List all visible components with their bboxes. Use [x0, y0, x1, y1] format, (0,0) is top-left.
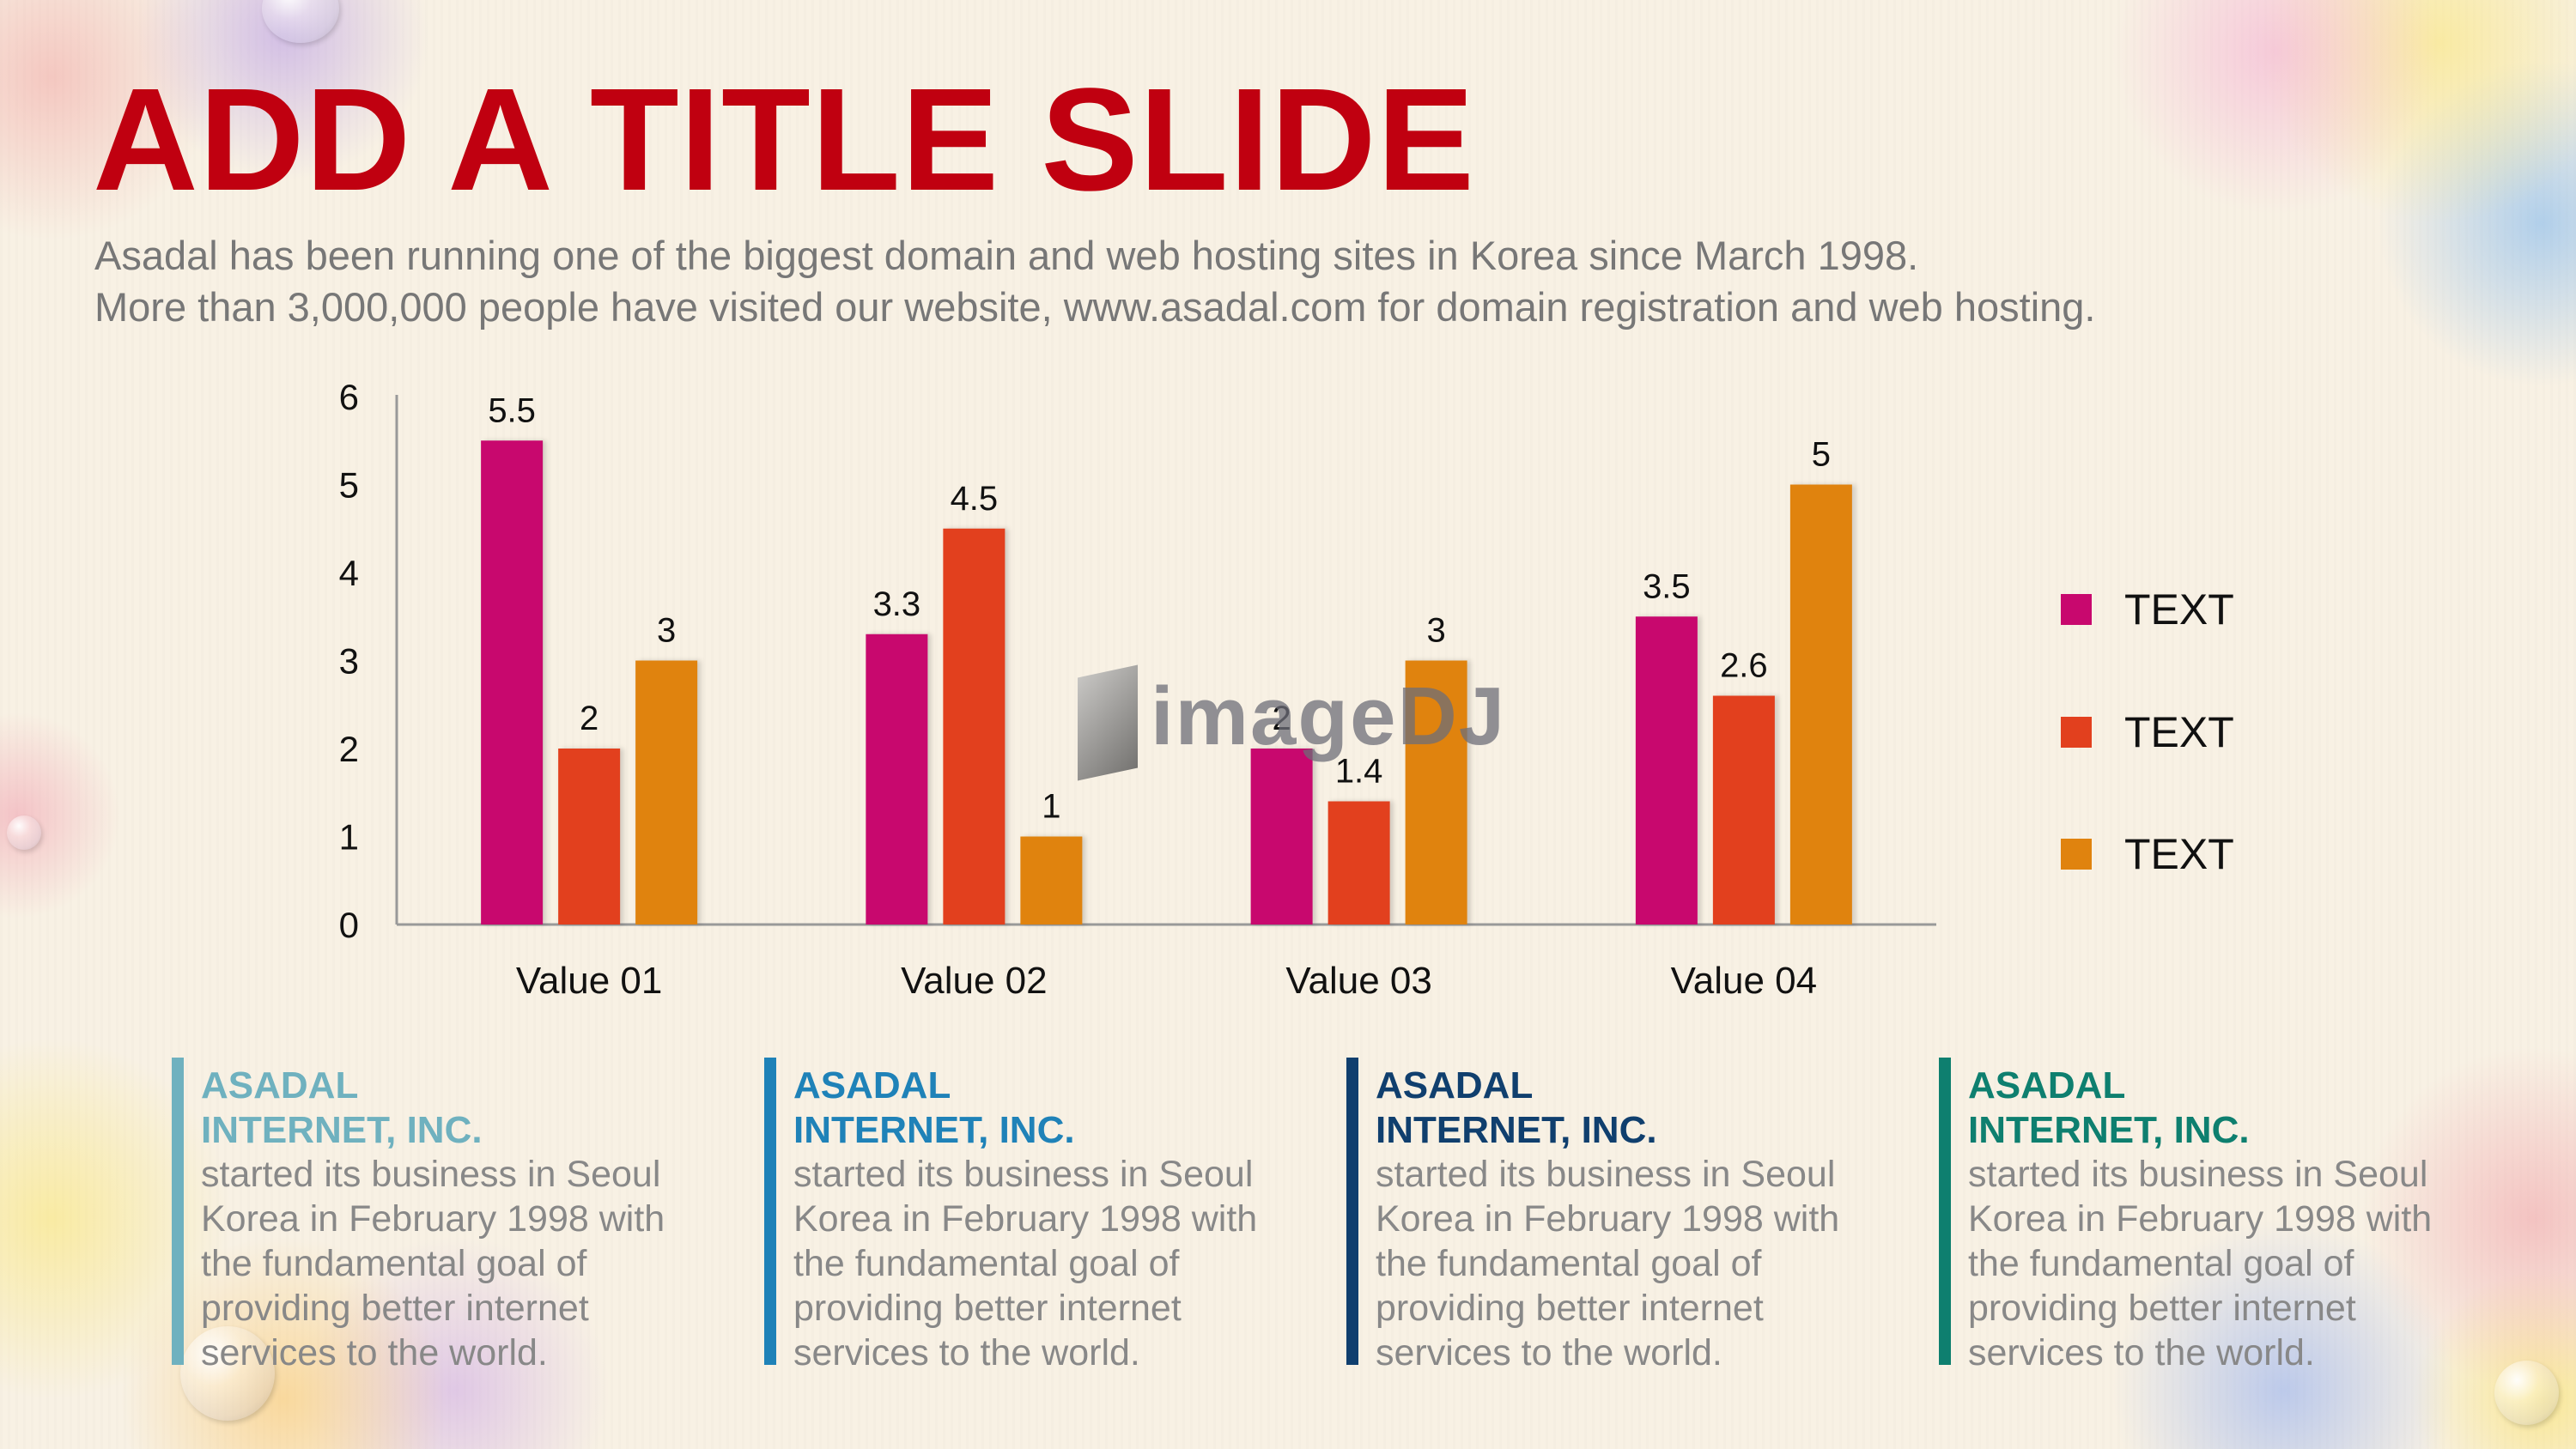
bar [1020, 836, 1083, 925]
card-title: ASADAL [1376, 1064, 1534, 1106]
subtitle-line-1: Asadal has been running one of the bigge… [94, 233, 1919, 278]
y-tick-label: 2 [339, 729, 359, 769]
card-accent-bar [1939, 1058, 1951, 1365]
card-subtitle: INTERNET, INC. [1376, 1109, 1657, 1151]
y-tick-label: 5 [339, 465, 359, 506]
bar [1712, 695, 1775, 925]
y-tick-label: 3 [339, 641, 359, 682]
bar [481, 440, 544, 925]
data-label: 4.5 [951, 480, 999, 518]
card-body: started its business in Seoul Korea in F… [201, 1154, 665, 1373]
y-tick-label: 4 [339, 553, 359, 593]
x-tick-label: Value 01 [516, 960, 662, 1002]
slide-title: ADD A TITLE SLIDE [93, 58, 1475, 221]
x-tick-label: Value 04 [1671, 960, 1817, 1002]
watermark-cube-icon [1078, 664, 1138, 781]
data-label: 3.3 [873, 585, 921, 623]
legend-item-series-1: TEXT [2061, 584, 2234, 635]
bar [1405, 660, 1467, 925]
y-tick-label: 0 [339, 905, 359, 945]
card-body: started its business in Seoul Korea in F… [1968, 1154, 2433, 1373]
legend-item-series-2: TEXT [2061, 706, 2234, 758]
card-title: ASADAL [201, 1064, 359, 1106]
legend-item-series-3: TEXT [2061, 828, 2234, 880]
bar [1250, 749, 1313, 925]
legend-label: TEXT [2124, 830, 2234, 878]
bar [635, 660, 698, 925]
card-body: started its business in Seoul Korea in F… [793, 1154, 1258, 1373]
water-drop-decoration [180, 1326, 275, 1421]
water-drop-decoration [2494, 1361, 2559, 1425]
bar [1635, 616, 1698, 925]
card-title: ASADAL [1968, 1064, 2126, 1106]
card-title: ASADAL [793, 1064, 951, 1106]
bar [1327, 801, 1390, 925]
legend-label: TEXT [2124, 585, 2234, 634]
data-label: 2.6 [1720, 647, 1768, 685]
bar-chart: 0 1 2 3 4 5 6 5.5 2 3 Value 01 3.3 4.5 1 Value 02 2 1.4 3… [339, 377, 1936, 1002]
data-label: 5.5 [488, 391, 536, 429]
data-label: 5 [1812, 436, 1831, 474]
legend-label: TEXT [2124, 708, 2234, 756]
legend-swatch [2061, 839, 2092, 870]
x-tick-label: Value 03 [1285, 960, 1431, 1002]
y-tick-label: 6 [339, 377, 359, 417]
watermark-text: imageDJ [1151, 670, 1507, 762]
data-label: 1 [1042, 788, 1060, 826]
card-subtitle: INTERNET, INC. [1968, 1109, 2250, 1151]
data-label: 3 [1427, 612, 1446, 650]
legend-swatch [2061, 594, 2092, 625]
bar [1789, 484, 1852, 925]
card-accent-bar [1346, 1058, 1358, 1365]
subtitle-line-2: More than 3,000,000 people have visited … [94, 284, 2096, 330]
data-label: 3 [657, 612, 676, 650]
card-body: started its business in Seoul Korea in F… [1376, 1154, 1840, 1373]
data-label: 1.4 [1335, 753, 1383, 791]
bar [866, 634, 928, 925]
card-subtitle: INTERNET, INC. [793, 1109, 1075, 1151]
legend-swatch [2061, 717, 2092, 748]
x-tick-label: Value 02 [901, 960, 1047, 1002]
bar [558, 749, 621, 925]
card-subtitle: INTERNET, INC. [201, 1109, 483, 1151]
card-accent-bar [764, 1058, 776, 1365]
data-label: 2 [1273, 700, 1291, 737]
water-drop-decoration [7, 815, 41, 850]
data-label: 3.5 [1643, 567, 1691, 605]
data-label: 2 [580, 700, 598, 737]
card-accent-bar [172, 1058, 184, 1365]
y-tick-label: 1 [339, 817, 359, 858]
bar [943, 528, 1005, 925]
